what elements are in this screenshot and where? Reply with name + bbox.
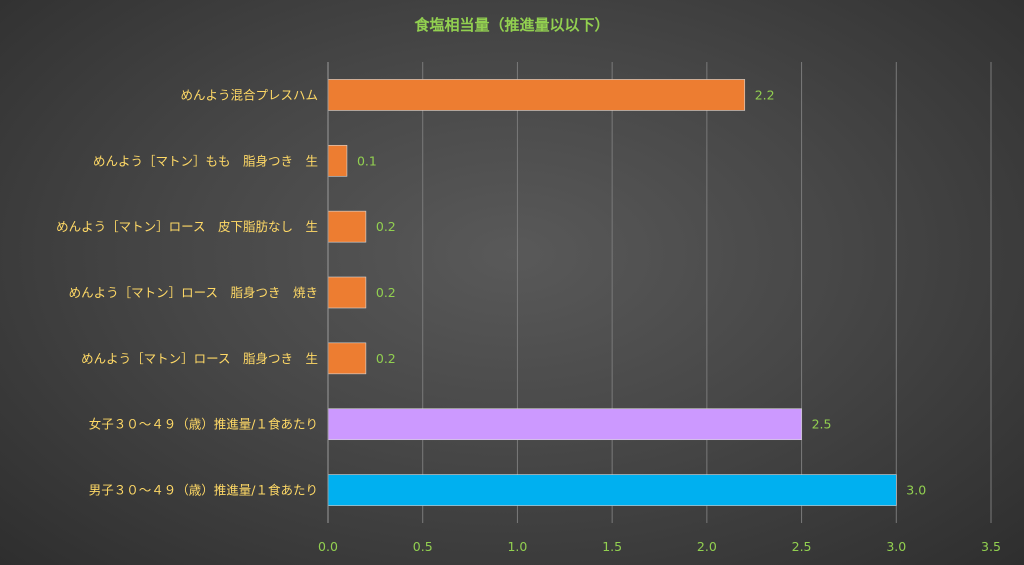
bar: [327, 210, 367, 243]
category-label: 男子３０～４９（歳）推進量/１食あたり: [89, 483, 318, 498]
category-label: めんよう［マトン］ロース 皮下脂肪なし 生: [56, 219, 318, 234]
category-label: めんよう［マトン］ロース 脂身つき 生: [81, 351, 318, 366]
bar: [327, 342, 367, 375]
x-tick-label: 1.0: [507, 539, 527, 554]
x-tick-label: 0.5: [413, 539, 433, 554]
category-label: めんよう［マトン］ロース 脂身つき 焼き: [69, 285, 318, 300]
data-label: 0.2: [376, 351, 396, 366]
x-axis-ticks: 0.0 0.5 1.0 1.5 2.0 2.5 3.0 3.5: [318, 539, 1001, 554]
grid-lines: [422, 62, 992, 523]
data-label: 0.2: [376, 219, 396, 234]
chart-title: 食塩相当量（推進量以以下）: [414, 16, 609, 34]
bar: [327, 144, 348, 177]
data-label: 2.2: [755, 87, 775, 102]
x-tick-label: 1.5: [602, 539, 622, 554]
bar: [327, 408, 802, 441]
bar: [327, 79, 746, 111]
x-tick-label: 2.5: [792, 539, 812, 554]
category-label: めんよう混合プレスハム: [180, 87, 318, 102]
data-label: 2.5: [812, 417, 832, 432]
bar: [327, 276, 367, 309]
x-tick-label: 3.5: [981, 539, 1001, 554]
x-tick-label: 2.0: [697, 539, 717, 554]
data-labels: 2.2 0.1 0.2 0.2 0.2 2.5 3.0: [357, 87, 926, 497]
data-label: 0.2: [376, 285, 396, 300]
x-tick-label: 0.0: [318, 539, 338, 554]
category-label: めんよう［マトン］もも 脂身つき 生: [93, 153, 318, 168]
category-label: 女子３０～４９（歳）推進量/１食あたり: [89, 417, 318, 432]
bars: [327, 79, 897, 506]
data-label: 0.1: [357, 153, 377, 168]
bar: [327, 474, 897, 506]
x-tick-label: 3.0: [886, 539, 906, 554]
data-label: 3.0: [906, 483, 926, 498]
